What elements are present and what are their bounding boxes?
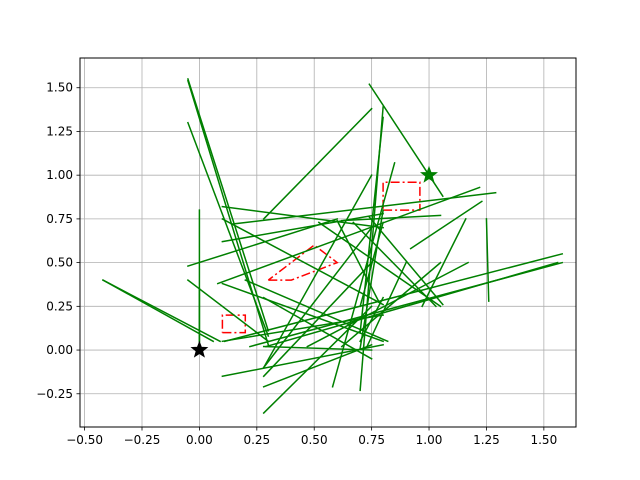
- segment-20: [186, 217, 339, 268]
- axis-ticks: −0.50 −0.25 0.00 0.25 0.50 0.75 1.00 1.25 1.50 −0…: [36, 81, 557, 447]
- segment-37: [359, 106, 384, 392]
- x-tick-label: 0.50: [301, 433, 328, 447]
- obstacle-2: [221, 314, 247, 334]
- segment-40: [186, 279, 270, 343]
- obstacle-3: [267, 244, 339, 281]
- segment-46: [359, 209, 384, 350]
- segment-32: [262, 296, 373, 360]
- segment-17: [221, 282, 385, 343]
- segment-23: [368, 216, 444, 306]
- segment-33: [331, 162, 396, 388]
- x-tick-label: 1.00: [416, 433, 443, 447]
- segment-31: [262, 345, 373, 351]
- x-tick-label: 0.75: [358, 433, 385, 447]
- segment-24: [352, 221, 437, 308]
- segment-27: [262, 305, 373, 415]
- segment-30: [262, 343, 373, 388]
- y-tick-label: 0.50: [46, 256, 73, 270]
- x-tick-label: −0.25: [124, 433, 161, 447]
- obstacle-1: [382, 181, 421, 211]
- segment-11: [485, 218, 490, 302]
- goal-marker: [420, 165, 438, 183]
- segment-25: [262, 107, 373, 220]
- segment-14: [221, 314, 384, 343]
- y-tick-label: 0.25: [46, 299, 73, 313]
- y-tick-label: 0.00: [46, 343, 73, 357]
- segment-22: [317, 221, 442, 308]
- segment-10: [366, 261, 408, 348]
- segment-5: [230, 191, 497, 225]
- segment-47: [221, 217, 385, 306]
- segment-28: [262, 226, 373, 369]
- x-tick-label: 0.00: [186, 433, 213, 447]
- segment-21: [336, 219, 380, 303]
- segment-15: [221, 205, 384, 229]
- segment-38: [186, 78, 270, 332]
- segment-9: [340, 214, 442, 222]
- segment-41: [186, 121, 270, 338]
- segment-1: [223, 252, 564, 343]
- x-tick-label: −0.50: [66, 433, 103, 447]
- segment-29: [262, 174, 373, 369]
- segment-16: [221, 212, 384, 243]
- segment-13: [409, 200, 483, 250]
- x-tick-label: 1.25: [473, 433, 500, 447]
- y-tick-label: 1.00: [46, 168, 73, 182]
- y-tick-label: 1.25: [46, 124, 73, 138]
- segment-3: [265, 261, 559, 348]
- segment-19: [244, 279, 389, 343]
- x-tick-label: 1.50: [530, 433, 557, 447]
- segment-12: [421, 217, 467, 308]
- markers: [190, 165, 438, 358]
- y-tick-label: −0.25: [36, 387, 73, 401]
- segment-4: [216, 186, 481, 285]
- obstacles: [221, 181, 421, 334]
- segment-6: [306, 261, 470, 348]
- y-tick-label: 0.75: [46, 212, 73, 226]
- plot-frame: [79, 57, 577, 428]
- segment-26: [262, 261, 373, 378]
- segment-43: [101, 279, 215, 343]
- x-tick-label: 0.25: [243, 433, 270, 447]
- y-tick-label: 1.50: [46, 81, 73, 95]
- edge-segments: [101, 78, 564, 415]
- start-marker: [190, 340, 209, 358]
